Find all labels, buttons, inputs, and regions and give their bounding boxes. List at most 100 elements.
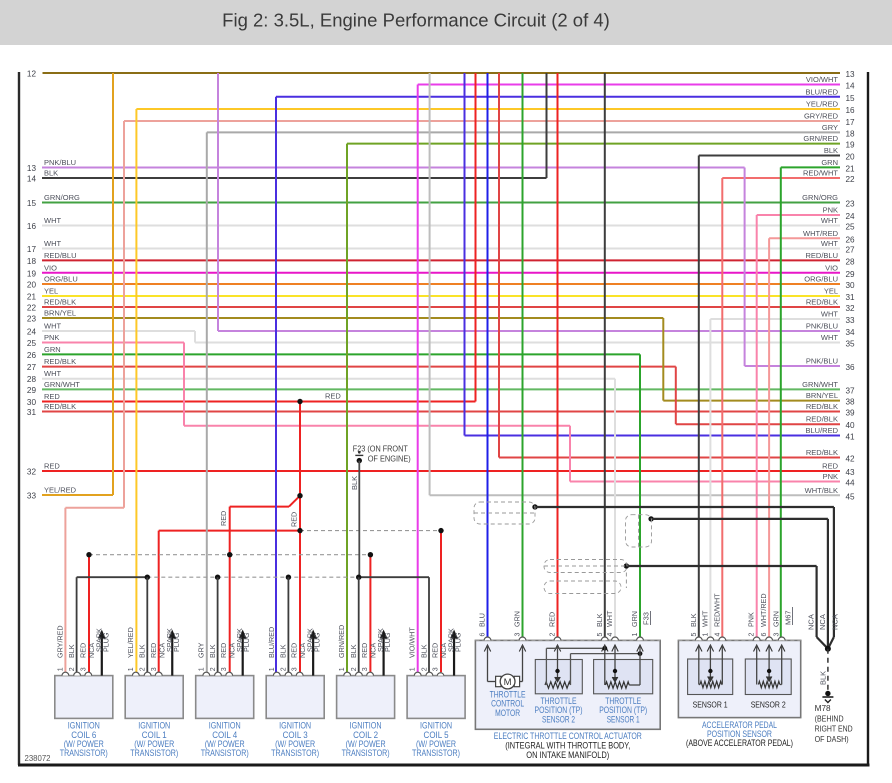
- svg-text:VIO/WHT: VIO/WHT: [806, 75, 838, 84]
- svg-text:3: 3: [774, 633, 781, 637]
- svg-text:TRANSISTOR): TRANSISTOR): [271, 748, 319, 758]
- svg-text:F33: F33: [642, 612, 651, 625]
- svg-text:PLUG: PLUG: [242, 632, 251, 652]
- svg-text:32: 32: [27, 468, 37, 477]
- svg-text:WHT: WHT: [44, 239, 61, 248]
- svg-text:GRN: GRN: [44, 345, 61, 354]
- svg-text:16: 16: [27, 222, 37, 231]
- svg-text:WHT: WHT: [821, 310, 838, 319]
- svg-text:PNK/BLU: PNK/BLU: [806, 357, 838, 366]
- svg-text:BRN/YEL: BRN/YEL: [44, 309, 76, 318]
- svg-text:GRN/RED: GRN/RED: [337, 625, 346, 658]
- svg-text:M78: M78: [815, 704, 831, 713]
- svg-text:RED/WHT: RED/WHT: [712, 593, 721, 627]
- svg-text:GRN: GRN: [630, 611, 639, 627]
- svg-text:WHT/BLK: WHT/BLK: [805, 486, 838, 495]
- svg-text:BLK: BLK: [689, 613, 698, 627]
- svg-text:YEL/RED: YEL/RED: [806, 100, 839, 109]
- svg-text:29: 29: [27, 386, 37, 395]
- svg-text:2: 2: [69, 667, 76, 671]
- svg-text:26: 26: [846, 235, 856, 244]
- svg-text:BLK: BLK: [278, 644, 287, 658]
- svg-text:1: 1: [339, 667, 346, 671]
- svg-text:ORG/BLU: ORG/BLU: [44, 275, 78, 284]
- svg-text:OF ENGINE): OF ENGINE): [368, 455, 411, 464]
- svg-text:WHT: WHT: [700, 610, 709, 627]
- svg-text:20: 20: [27, 281, 37, 290]
- svg-text:2: 2: [749, 633, 756, 637]
- svg-text:17: 17: [846, 118, 856, 127]
- svg-text:NCA: NCA: [298, 643, 307, 658]
- svg-text:SENSOR 2: SENSOR 2: [542, 714, 575, 724]
- svg-text:GRN/ORG: GRN/ORG: [802, 193, 838, 202]
- svg-text:(W/ POWER: (W/ POWER: [205, 739, 245, 749]
- svg-text:23: 23: [846, 200, 856, 209]
- svg-text:NCA: NCA: [369, 643, 378, 658]
- svg-text:PNK: PNK: [747, 612, 756, 627]
- svg-text:13: 13: [846, 70, 856, 79]
- svg-text:RED: RED: [360, 643, 369, 658]
- svg-text:23: 23: [27, 315, 37, 324]
- svg-text:RED/BLK: RED/BLK: [806, 415, 838, 424]
- svg-text:(W/ POWER: (W/ POWER: [346, 739, 386, 749]
- svg-text:4: 4: [607, 633, 614, 637]
- svg-text:45: 45: [846, 492, 856, 501]
- svg-text:RIGHT END: RIGHT END: [815, 725, 853, 734]
- svg-text:PLUG: PLUG: [454, 632, 463, 652]
- svg-text:NCA: NCA: [157, 643, 166, 658]
- svg-text:BRN/YEL: BRN/YEL: [806, 391, 838, 400]
- svg-text:RED/BLK: RED/BLK: [44, 357, 76, 366]
- svg-text:29: 29: [846, 270, 856, 279]
- svg-text:IGNITION: IGNITION: [420, 721, 452, 731]
- svg-text:5: 5: [597, 633, 604, 637]
- svg-text:RED/BLU: RED/BLU: [805, 251, 838, 260]
- svg-text:CONTROL: CONTROL: [491, 699, 524, 709]
- svg-text:3: 3: [221, 667, 228, 671]
- svg-text:13: 13: [27, 164, 37, 173]
- svg-text:15: 15: [846, 94, 856, 103]
- svg-text:BLK: BLK: [349, 644, 358, 658]
- svg-text:RED: RED: [149, 643, 158, 658]
- svg-text:RED: RED: [219, 643, 228, 658]
- svg-text:BLK: BLK: [208, 644, 217, 658]
- svg-text:POSITION (TP): POSITION (TP): [535, 705, 583, 715]
- svg-text:OF DASH): OF DASH): [815, 735, 849, 744]
- svg-text:POSITION (TP): POSITION (TP): [599, 705, 647, 715]
- svg-text:12: 12: [27, 70, 37, 79]
- svg-text:19: 19: [27, 269, 37, 278]
- svg-text:BLU/RED: BLU/RED: [267, 627, 276, 658]
- svg-text:25: 25: [27, 339, 37, 348]
- svg-text:WHT/RED: WHT/RED: [759, 593, 768, 627]
- svg-text:ACCELERATOR PEDAL: ACCELERATOR PEDAL: [702, 720, 777, 730]
- svg-text:VIO: VIO: [44, 263, 57, 272]
- svg-text:1: 1: [410, 667, 417, 671]
- svg-text:NCA: NCA: [87, 643, 96, 658]
- svg-text:COIL 3: COIL 3: [283, 730, 308, 740]
- svg-text:VIO/WHT: VIO/WHT: [408, 627, 417, 658]
- svg-text:WHT: WHT: [605, 610, 614, 627]
- svg-text:26: 26: [27, 351, 37, 360]
- svg-text:GRN/WHT: GRN/WHT: [44, 380, 80, 389]
- svg-text:RED/BLK: RED/BLK: [44, 298, 76, 307]
- svg-text:20: 20: [846, 153, 856, 162]
- svg-text:22: 22: [27, 304, 37, 313]
- svg-text:RED: RED: [44, 462, 60, 471]
- svg-text:5: 5: [691, 633, 698, 637]
- svg-text:RED/WHT: RED/WHT: [803, 169, 838, 178]
- svg-text:BLK: BLK: [595, 613, 604, 627]
- svg-text:WHT/RED: WHT/RED: [803, 229, 839, 238]
- svg-text:RED: RED: [290, 643, 299, 658]
- svg-text:37: 37: [846, 386, 856, 395]
- svg-text:24: 24: [846, 212, 856, 221]
- svg-text:F23 (ON FRONT: F23 (ON FRONT: [353, 444, 408, 453]
- svg-text:NCA: NCA: [831, 614, 840, 630]
- svg-text:COIL 4: COIL 4: [212, 730, 237, 740]
- svg-text:4: 4: [714, 633, 721, 637]
- svg-text:2: 2: [550, 633, 557, 637]
- svg-text:THROTTLE: THROTTLE: [605, 696, 641, 706]
- svg-text:GRY/RED: GRY/RED: [55, 625, 64, 658]
- svg-text:PLUG: PLUG: [172, 632, 181, 652]
- svg-text:238072: 238072: [25, 754, 51, 763]
- svg-text:GRN/WHT: GRN/WHT: [802, 380, 838, 389]
- svg-text:WHT: WHT: [44, 369, 61, 378]
